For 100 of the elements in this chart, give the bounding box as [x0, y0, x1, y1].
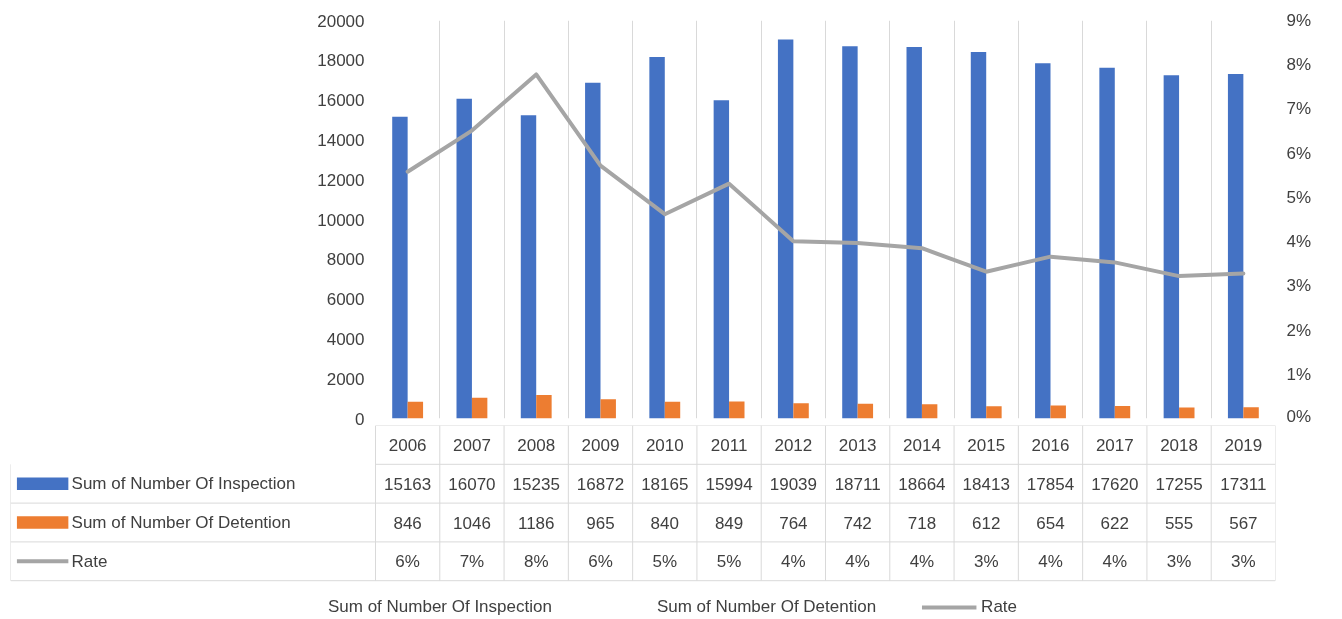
- data-label: 16070: [448, 474, 496, 494]
- y-tick-label: 2000: [326, 369, 365, 389]
- data-label: 15235: [512, 474, 560, 494]
- y-tick-label: 18000: [317, 51, 365, 71]
- x-tick-label: 2010: [645, 435, 684, 455]
- bar: [842, 46, 858, 419]
- bar: [1179, 407, 1195, 419]
- bar: [536, 394, 552, 419]
- data-label: 1046: [453, 513, 491, 533]
- data-label: 17620: [1091, 474, 1139, 494]
- y-tick-label: 20000: [317, 11, 365, 31]
- data-label: 17854: [1026, 474, 1075, 494]
- bar: [986, 406, 1002, 419]
- y2-tick-label: 9%: [1286, 11, 1312, 30]
- data-label: 18413: [962, 474, 1010, 494]
- data-label: 17255: [1155, 474, 1203, 494]
- data-label: 18711: [834, 474, 881, 494]
- bar: [471, 397, 488, 419]
- bar: [777, 39, 794, 419]
- data-label: 5%: [652, 551, 678, 571]
- y2-tick-label: 8%: [1286, 55, 1312, 75]
- text: Rate: [71, 551, 108, 571]
- x-tick-label: 2006: [388, 435, 427, 455]
- y-tick-label: 16000: [317, 91, 365, 111]
- y-tick-label: 4000: [326, 329, 365, 349]
- x-tick-label: 2018: [1160, 435, 1198, 455]
- data-label: 6%: [588, 551, 613, 571]
- bar: [520, 115, 537, 419]
- bar: [407, 401, 424, 419]
- text: Sum of Number Of Detention: [656, 597, 877, 616]
- data-label: 18165: [641, 474, 689, 494]
- x-tick-label: 2012: [774, 435, 813, 455]
- data-label: 742: [843, 513, 872, 533]
- bar: [1163, 75, 1180, 419]
- x-tick-label: 2013: [838, 435, 877, 455]
- bar: [793, 403, 809, 419]
- x-tick-label: 2014: [903, 435, 941, 455]
- bar: [729, 401, 745, 419]
- data-label: 4%: [1102, 551, 1128, 571]
- y-tick-label: 0: [355, 409, 365, 429]
- data-label: 555: [1164, 513, 1194, 533]
- line-series: [405, 72, 1246, 279]
- data-label: 7%: [459, 551, 485, 571]
- text: Sum of Number Of Inspection: [327, 597, 552, 616]
- data-label: 4%: [781, 551, 806, 571]
- x-tick-label: 2015: [967, 435, 1006, 455]
- data-label: 622: [1100, 513, 1129, 533]
- bar: [1243, 407, 1259, 419]
- y2-tick-label: 5%: [1286, 187, 1312, 207]
- y-tick-label: 14000: [317, 130, 365, 150]
- data-label: 17311: [1220, 474, 1267, 494]
- data-label: 15163: [384, 474, 432, 494]
- data-label: 965: [586, 513, 615, 533]
- data-label: 6%: [395, 551, 420, 571]
- data-label: 846: [393, 513, 422, 533]
- x-tick-label: 2019: [1224, 435, 1263, 455]
- data-label: 18664: [898, 474, 946, 494]
- data-label: 718: [907, 513, 937, 533]
- data-label: 3%: [1166, 551, 1192, 571]
- y2-tick-label: 0%: [1286, 406, 1312, 426]
- x-tick-label: 2008: [517, 435, 556, 455]
- y-tick-label: 12000: [317, 170, 365, 190]
- bar: [585, 82, 601, 419]
- data-label: 5%: [716, 551, 742, 571]
- data-label: 1186: [517, 513, 555, 533]
- legend-label: Sum of Number Of Inspection: [71, 474, 296, 494]
- y2-tick-label: 6%: [1286, 143, 1312, 163]
- y2-tick-label: 1%: [1286, 364, 1312, 384]
- data-label: 4%: [909, 551, 935, 571]
- bar: [906, 47, 922, 419]
- y2-tick-label: 2%: [1286, 320, 1312, 340]
- x-tick-label: 2007: [453, 435, 491, 455]
- y2-tick-label: 4%: [1286, 232, 1312, 252]
- x-tick-label: 2016: [1031, 435, 1070, 455]
- data-label: 15994: [705, 474, 753, 494]
- data-label: 764: [779, 513, 808, 533]
- bar: [649, 57, 665, 419]
- data-label: 840: [650, 513, 679, 533]
- legend-label: Rate: [981, 597, 1018, 617]
- bar: [857, 403, 874, 419]
- bar: [1035, 63, 1051, 419]
- y2-tick-label: 3%: [1286, 276, 1312, 296]
- data-label: 654: [1036, 513, 1065, 533]
- bar: [456, 98, 472, 419]
- data-label: 16872: [576, 474, 625, 494]
- x-tick-label: 2009: [581, 435, 620, 455]
- bar: [1099, 67, 1115, 419]
- bar: [600, 399, 616, 419]
- data-label: 567: [1229, 513, 1258, 533]
- data-label: 19039: [769, 474, 817, 494]
- y-tick-label: 8000: [326, 250, 365, 270]
- bar: [1227, 74, 1244, 419]
- bar: [664, 401, 681, 419]
- data-label: 3%: [973, 551, 999, 571]
- bar: [392, 116, 408, 419]
- legend-label: Sum of Number Of Detention: [71, 513, 291, 532]
- bar: [1114, 406, 1131, 419]
- data-label: 849: [714, 513, 744, 533]
- y-tick-label: 10000: [317, 210, 365, 230]
- x-tick-label: 2011: [710, 435, 748, 455]
